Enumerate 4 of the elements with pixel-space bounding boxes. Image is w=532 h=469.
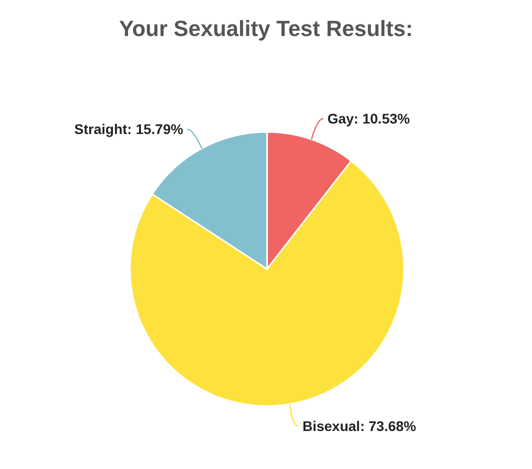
slice-label: Bisexual: 73.68% (302, 418, 417, 434)
slice-label: Gay: 10.53% (327, 110, 410, 127)
chart-title: Your Sexuality Test Results: (118, 15, 414, 43)
slice-label: Straight: 15.79% (74, 121, 184, 138)
